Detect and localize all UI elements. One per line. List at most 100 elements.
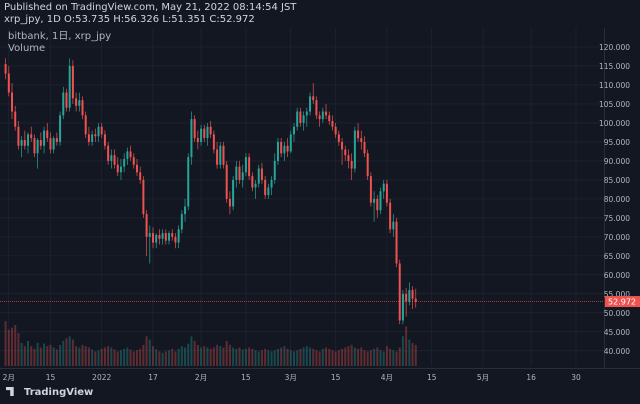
candle-body <box>392 221 395 230</box>
volume-bar <box>193 340 196 366</box>
candle <box>292 122 295 142</box>
volume-bar <box>177 348 180 366</box>
candle <box>135 159 138 177</box>
volume-bar <box>248 347 251 366</box>
candle <box>196 130 199 150</box>
volume-bar <box>321 348 324 366</box>
candle <box>152 227 154 249</box>
candle <box>139 166 142 184</box>
volume-bar <box>107 346 110 366</box>
candle-body <box>62 92 65 116</box>
volume-bar <box>414 344 417 366</box>
volume-bar <box>152 346 154 366</box>
candle-body <box>148 233 151 237</box>
candle <box>65 88 68 112</box>
candle-body <box>379 191 382 211</box>
candle <box>123 153 126 173</box>
candle-body <box>228 198 231 207</box>
candle-body <box>273 160 276 180</box>
time-tick-label: 15 <box>331 373 341 382</box>
candle <box>164 229 167 245</box>
candle-body <box>91 134 94 142</box>
time-tick-label: 4月 <box>381 373 393 382</box>
volume-bar <box>309 347 312 366</box>
candle-body <box>257 168 260 184</box>
candle <box>49 132 52 154</box>
candle-body <box>267 187 270 196</box>
candle-body <box>321 111 324 120</box>
volume-bar <box>385 346 388 366</box>
candle <box>68 58 71 112</box>
volume-bar <box>148 339 151 366</box>
candle <box>158 229 161 245</box>
candle-body <box>389 202 392 230</box>
volume-bar <box>129 349 132 366</box>
candle-body <box>296 111 299 127</box>
candle-body <box>315 100 318 116</box>
candle <box>171 229 174 241</box>
volume-bar <box>225 340 228 366</box>
candle-body <box>17 126 20 146</box>
volume-bar <box>23 346 26 366</box>
price-tick-label: 60.000 <box>604 271 630 280</box>
candle-body <box>59 115 62 142</box>
volume-bar <box>312 348 315 366</box>
last-price-label: 52.972 <box>608 298 636 307</box>
volume-bar <box>49 344 52 366</box>
price-tick-label: 100.000 <box>599 119 630 128</box>
candle-body <box>187 157 190 207</box>
candle <box>87 126 90 146</box>
volume-bar <box>33 348 36 366</box>
candle <box>350 153 353 180</box>
candle-body <box>36 140 39 154</box>
candle-body <box>286 145 289 152</box>
candle-body <box>363 141 366 154</box>
volume-bar <box>17 333 20 366</box>
candle <box>174 233 177 249</box>
time-tick-label: 2022 <box>92 373 111 382</box>
candle-body <box>68 65 71 108</box>
candle <box>180 210 183 234</box>
candle-body <box>369 176 372 203</box>
symbol-legend: bitbank, 1日, xrp_jpy <box>8 31 112 42</box>
price-tick-label: 120.000 <box>599 43 630 52</box>
candle-body <box>20 140 23 146</box>
candle <box>395 217 398 268</box>
candle <box>385 179 388 207</box>
candle <box>71 60 74 104</box>
candle <box>81 96 84 120</box>
volume-bar <box>14 325 17 366</box>
candle <box>244 153 247 177</box>
candle <box>299 107 302 127</box>
candle-body <box>251 176 254 188</box>
volume-bar <box>11 327 14 366</box>
price-tick-label: 90.000 <box>604 157 630 166</box>
tradingview-logo[interactable]: TradingView <box>6 387 93 398</box>
candle <box>318 111 321 127</box>
candle-body <box>84 115 87 135</box>
candle <box>331 115 334 131</box>
candle <box>145 210 148 256</box>
volume-bar <box>171 348 174 366</box>
candle <box>411 286 414 310</box>
candle <box>414 288 417 308</box>
candle <box>132 153 135 169</box>
tradingview-logo-icon <box>6 387 14 396</box>
volume-bar <box>209 348 212 366</box>
candle-body <box>164 233 167 241</box>
candle-body <box>292 126 295 135</box>
volume-bar <box>270 351 273 366</box>
candle <box>260 162 263 184</box>
candle-body <box>353 130 356 169</box>
candle <box>408 282 411 306</box>
candle-body <box>232 179 235 207</box>
candle-body <box>196 138 199 142</box>
candle-body <box>14 111 17 127</box>
candle-body <box>4 64 7 74</box>
volume-bar <box>20 342 23 366</box>
candle <box>43 126 46 154</box>
volume-bar <box>341 348 344 366</box>
price-chart[interactable]: 40.000 45.000 50.000 55.000 60.000 65.000 70.0… <box>0 0 640 384</box>
volume-bar <box>27 340 30 366</box>
candle-body <box>97 126 100 137</box>
